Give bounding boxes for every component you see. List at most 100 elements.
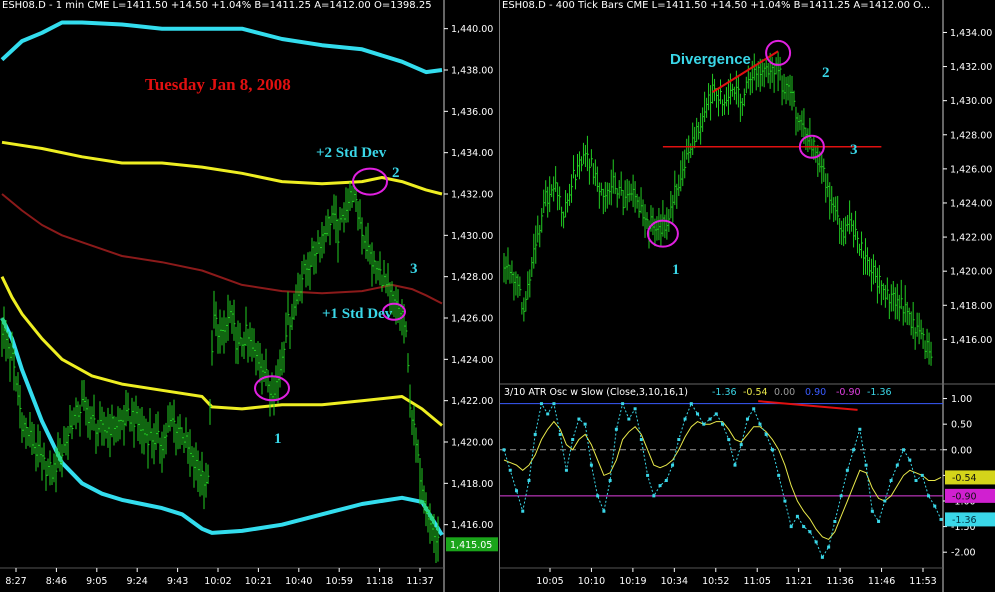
atr-osc-point	[652, 494, 656, 498]
oscillator-header-value: 0.90	[805, 387, 826, 398]
osc-y-tick-label: 1.00	[951, 394, 972, 405]
band-line-3	[0, 276, 443, 427]
one-minute-chart[interactable]: 1,416.00 1,418.00 1,420.00 1,422.00 1,424.00…	[0, 0, 499, 592]
atr-osc-point	[852, 448, 856, 452]
oscillator-header-value: -1.36	[712, 387, 737, 398]
x-tick-label: 10:59	[326, 576, 353, 587]
y-tick-label: 1,418.00	[451, 479, 493, 490]
atr-osc-point	[533, 432, 537, 436]
osc-y-tick-label: 0.00	[951, 445, 972, 456]
atr-osc-point	[583, 422, 587, 426]
atr-osc-point	[877, 519, 881, 523]
oscillator-divergence-line	[758, 400, 858, 411]
x-tick-label: 10:40	[285, 576, 312, 587]
highlight-circle-3	[798, 134, 825, 159]
highlight-circle-2	[765, 39, 792, 66]
atr-osc-point	[870, 509, 874, 513]
atr-osc-point	[571, 438, 575, 442]
x-tick-label: 11:05	[744, 576, 771, 587]
osc-marker-box	[945, 470, 995, 485]
last-price-label: 1,415.05	[450, 540, 492, 551]
atr-osc-point	[646, 473, 650, 477]
atr-osc-point	[939, 517, 943, 521]
osc-y-tick-label: -1.50	[951, 522, 976, 533]
atr-osc-point	[664, 479, 668, 482]
y-tick-label: 1,424.00	[451, 355, 493, 366]
y-tick-label: 1,422.00	[950, 233, 992, 244]
x-tick-label: 10:02	[204, 576, 231, 587]
y-tick-label: 1,416.00	[451, 520, 493, 531]
tick-chart-pane[interactable]: ESH08.D - 400 Tick Bars CME L=1411.50 +1…	[500, 0, 995, 592]
atr-osc-point	[696, 412, 700, 416]
atr-osc-point	[758, 422, 762, 426]
atr-osc-point	[602, 509, 606, 513]
y-tick-label: 1,426.00	[451, 314, 493, 325]
tick-and-oscillator-chart[interactable]: 1,416.00 1,418.00 1,420.00 1,422.00 1,424.00…	[500, 0, 995, 592]
x-tick-label: 11:36	[826, 576, 853, 587]
x-tick-label: 10:52	[702, 576, 729, 587]
oscillator-header-value: -0.54	[743, 387, 768, 398]
atr-osc-point	[839, 494, 843, 498]
one-minute-chart-pane[interactable]: ESH08.D - 1 min CME L=1411.50 +14.50 +1.…	[0, 0, 499, 592]
atr-osc-point	[596, 494, 600, 498]
x-tick-label: 11:53	[909, 576, 936, 587]
y-tick-label: 1,428.00	[950, 130, 992, 141]
atr-osc-point	[795, 514, 799, 518]
oscillator-header-value: 0.00	[774, 387, 795, 398]
atr-osc-point	[883, 499, 887, 503]
left-chart-header: ESH08.D - 1 min CME L=1411.50 +14.50 +1.…	[2, 0, 432, 11]
atr-osc-point	[733, 463, 737, 467]
atr-osc-point	[577, 417, 581, 421]
divergence-label: Divergence	[670, 51, 751, 68]
x-tick-label: 9:05	[86, 576, 107, 587]
x-tick-label: 9:24	[127, 576, 148, 587]
x-tick-label: 10:10	[578, 576, 605, 587]
band-line-4	[0, 317, 444, 537]
date-annotation: Tuesday Jan 8, 2008	[145, 75, 291, 94]
atr-osc-point	[820, 555, 824, 559]
atr-osc-point	[933, 504, 937, 508]
x-tick-label: 9:43	[167, 576, 188, 587]
y-tick-label: 1,432.00	[451, 190, 493, 201]
x-tick-label: 11:46	[868, 576, 895, 587]
slow-line	[503, 420, 942, 541]
atr-osc-point	[814, 540, 818, 544]
x-tick-label: 8:46	[46, 576, 67, 587]
atr-osc-point	[589, 463, 593, 467]
plus-two-std-dev-label: +2 Std Dev	[316, 145, 387, 161]
atr-osc-point	[527, 479, 531, 482]
osc-marker-label: -1.36	[952, 515, 977, 526]
atr-osc-point	[777, 473, 781, 477]
highlight-circle-1	[254, 375, 290, 402]
y-tick-label: 1,424.00	[950, 198, 992, 209]
atr-osc-point	[608, 479, 612, 482]
atr-osc-point	[502, 448, 506, 452]
atr-osc-point	[727, 438, 731, 442]
atr-osc-line	[503, 402, 942, 559]
x-tick-label: 10:05	[536, 576, 563, 587]
y-tick-label: 1,438.00	[451, 66, 493, 77]
atr-osc-point	[521, 509, 525, 513]
atr-osc-point	[802, 525, 806, 529]
point-3-label: 3	[410, 261, 418, 277]
point-1-label: 1	[274, 431, 282, 447]
atr-osc-point	[552, 402, 556, 406]
y-tick-label: 1,430.00	[950, 96, 992, 107]
atr-osc-point	[539, 402, 543, 406]
y-tick-label: 1,420.00	[950, 267, 992, 278]
osc-marker-label: -0.90	[952, 491, 977, 502]
atr-osc-point	[914, 479, 918, 482]
atr-osc-point	[902, 448, 906, 452]
y-tick-label: 1,418.00	[950, 301, 992, 312]
y-tick-label: 1,416.00	[950, 335, 992, 346]
x-tick-label: 10:34	[661, 576, 688, 587]
atr-osc-point	[745, 417, 749, 421]
atr-osc-point	[770, 448, 774, 452]
atr-osc-point	[764, 432, 768, 436]
atr-osc-point	[708, 417, 712, 421]
oscillator-title: 3/10 ATR Osc w Slow (Close,3,10,16,1)	[504, 387, 688, 398]
atr-osc-point	[633, 407, 637, 411]
osc-y-tick-label: -2.00	[951, 548, 976, 559]
atr-osc-point	[889, 479, 893, 482]
atr-osc-point	[614, 427, 618, 431]
